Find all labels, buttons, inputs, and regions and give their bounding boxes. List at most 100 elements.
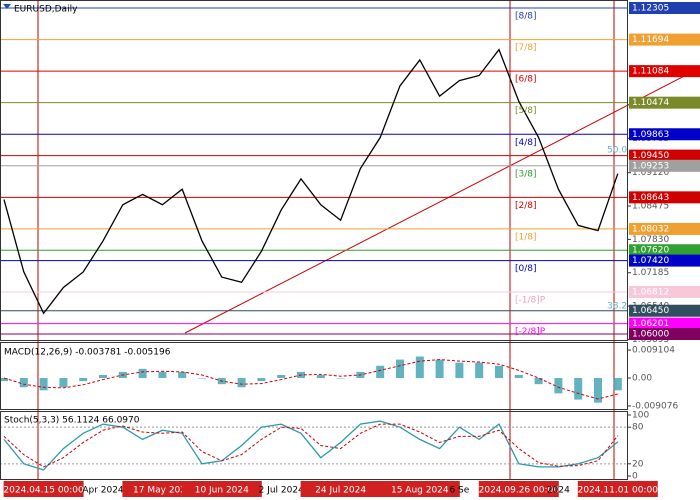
macd-bar xyxy=(435,359,444,379)
level-label: 1.07420 xyxy=(632,256,669,266)
x-label-box xyxy=(181,481,262,497)
macd-bar xyxy=(594,378,602,403)
y-tick-label: 0 xyxy=(632,472,638,482)
x-tick-label: 10 Jun 2024 xyxy=(195,486,249,496)
murrey-label: [1/8] xyxy=(515,232,537,242)
macd-bar xyxy=(39,378,48,391)
macd-bar xyxy=(554,378,563,394)
panel-frame xyxy=(0,342,628,410)
x-label-box xyxy=(478,481,559,497)
macd-bar xyxy=(455,362,464,379)
macd-title: MACD(12,26,9) -0.003781 -0.005196 xyxy=(4,348,171,358)
macd-bar xyxy=(336,378,345,379)
level-box xyxy=(629,96,700,109)
y-tick-label: -0.009076 xyxy=(632,401,678,411)
macd-bar xyxy=(79,378,88,382)
macd-bar xyxy=(574,378,583,400)
macd-bar xyxy=(514,374,523,379)
panel-frame xyxy=(0,0,628,341)
macd-bar xyxy=(237,378,246,388)
level-box xyxy=(629,286,700,299)
level-label: 1.06000 xyxy=(632,330,669,340)
y-tick-label: 1.07185 xyxy=(632,268,669,278)
x-label-box xyxy=(3,481,84,497)
murrey-label: [0/8] xyxy=(515,264,537,274)
y-tick-label: 80 xyxy=(632,423,644,433)
x-tick-label: Apr 2024 xyxy=(82,486,124,496)
x-label-box xyxy=(300,481,381,497)
level-box xyxy=(629,328,700,341)
series-line xyxy=(3,423,619,468)
series-line xyxy=(3,48,619,315)
plot xyxy=(0,7,628,471)
series-line xyxy=(3,359,618,400)
x-tick-label: 2024.09.26 00:00 xyxy=(479,486,560,496)
macd-bar xyxy=(396,359,404,379)
murrey-label: [4/8] xyxy=(515,138,537,148)
macd-bar xyxy=(613,378,622,391)
level-label: 1.06201 xyxy=(632,319,669,329)
x-tick-label: 17 May 2024 xyxy=(133,486,192,496)
murrey-label: [-1/8]P xyxy=(515,296,546,306)
macd-bar xyxy=(415,356,424,379)
murrey-label: [7/8] xyxy=(515,43,537,53)
level-label: 1.10474 xyxy=(632,98,669,108)
macd-bar xyxy=(316,374,325,379)
series-line xyxy=(3,420,619,471)
level-box xyxy=(629,159,700,172)
level-box xyxy=(629,317,700,330)
level-box xyxy=(629,65,700,78)
murrey-label: [2/8] xyxy=(515,201,537,211)
level-label: 1.08032 xyxy=(632,224,669,234)
murrey-label: [3/8] xyxy=(515,169,537,179)
macd-bar xyxy=(198,378,206,379)
macd-bar xyxy=(376,365,385,379)
murrey-label: [-2/8]P xyxy=(515,327,546,337)
y-tick-label: 20 xyxy=(632,459,644,469)
icon xyxy=(3,4,11,9)
annotation: 50.0 xyxy=(607,145,627,155)
level-label: 1.11084 xyxy=(632,67,669,77)
level-label: 1.08643 xyxy=(632,193,669,203)
y-tick-label: 0.009104 xyxy=(632,346,675,356)
macd-bar xyxy=(257,378,266,382)
x-tick-label: 15 Aug 2024 xyxy=(391,486,449,496)
annotation: 38.2 xyxy=(607,302,627,312)
level-label: 1.09863 xyxy=(632,130,669,140)
x-tick-label: 6 Se xyxy=(449,486,469,496)
y-tick-label: 1.07830 xyxy=(632,235,669,245)
macd-bar xyxy=(99,374,107,379)
macd-bar xyxy=(277,374,286,379)
level-label: 1.09253 xyxy=(632,161,669,171)
y-tick-label: 1.08475 xyxy=(632,202,669,212)
level-label: 1.06812 xyxy=(632,288,669,298)
x-tick-label: 2024.11.01 00:00 xyxy=(578,486,659,496)
level-label: 1.11694 xyxy=(632,35,669,45)
chart-title: EURUSD,Daily xyxy=(14,5,78,15)
level-box xyxy=(629,1,700,14)
murrey-label: [6/8] xyxy=(515,75,537,85)
level-box xyxy=(629,244,700,257)
level-box xyxy=(629,191,700,204)
macd-bar xyxy=(495,365,503,379)
y-tick-label: 100 xyxy=(632,410,649,420)
y-tick-label: 0.00 xyxy=(632,374,652,384)
murrey-label: [8/8] xyxy=(515,11,537,21)
macd-bar xyxy=(534,378,543,385)
macd-bar xyxy=(178,371,187,379)
x-label-box xyxy=(577,481,658,497)
macd-bar xyxy=(59,378,68,388)
macd-bar xyxy=(475,362,484,379)
x-tick-label: 2024.04.15 00:00 xyxy=(3,486,84,496)
x-tick-label: 24 Jul 2024 xyxy=(315,486,366,496)
level-label: 1.09450 xyxy=(632,151,669,161)
level-label: 1.07620 xyxy=(632,246,669,256)
macd-bar xyxy=(138,368,147,379)
level-label: 1.12305 xyxy=(632,3,669,13)
level-box xyxy=(629,149,700,162)
x-tick-label: 2 Jul 2024 xyxy=(259,486,304,496)
y-tick-label: 1.09120 xyxy=(632,168,669,178)
x-tick-label: 2024 xyxy=(547,486,570,496)
level-box xyxy=(629,254,700,267)
